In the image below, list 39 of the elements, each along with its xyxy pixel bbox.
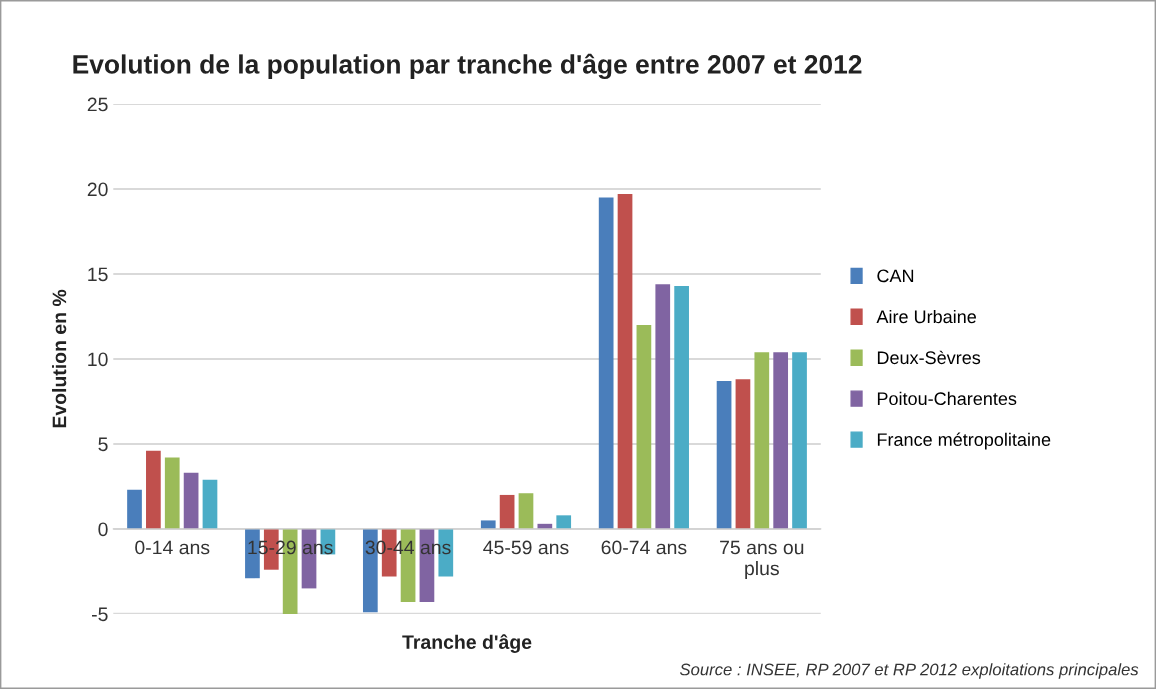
y-tick-label: -5 bbox=[92, 607, 108, 622]
bar bbox=[127, 489, 142, 529]
bar bbox=[499, 494, 515, 529]
y-tick-label: 0 bbox=[98, 522, 108, 537]
bar bbox=[518, 493, 534, 529]
bar bbox=[674, 285, 689, 529]
y-tick-label: 15 bbox=[88, 267, 108, 282]
bar bbox=[773, 352, 789, 529]
bar bbox=[617, 194, 633, 529]
bar bbox=[735, 379, 751, 529]
bar bbox=[792, 352, 807, 529]
bar bbox=[164, 457, 180, 529]
y-tick-label: 5 bbox=[98, 437, 108, 452]
bar bbox=[480, 520, 496, 529]
chart-title: Evolution de la population par tranche d'âge entre 2007 et 2012 bbox=[73, 53, 862, 80]
bar bbox=[146, 450, 161, 529]
y-tick-label: 25 bbox=[87, 97, 108, 112]
bar bbox=[202, 479, 218, 529]
x-tick-label: 75 ans ou plus bbox=[720, 540, 804, 580]
y-tick-label: 10 bbox=[88, 352, 108, 367]
legend-label: Aire Urbaine bbox=[876, 309, 976, 324]
bar bbox=[183, 472, 199, 529]
x-axis-title: Tranche d'âge bbox=[402, 634, 532, 653]
x-tick-label: 45-59 ans bbox=[483, 540, 569, 555]
bar bbox=[556, 515, 572, 529]
x-tick-label: 0-14 ans bbox=[135, 540, 210, 555]
bar bbox=[598, 197, 614, 529]
bar bbox=[636, 324, 652, 529]
bar bbox=[716, 381, 732, 529]
bar bbox=[655, 284, 671, 529]
source-note: Source : INSEE, RP 2007 et RP 2012 exploitations principales bbox=[679, 663, 1139, 679]
y-axis-title: Evolution en % bbox=[52, 289, 67, 428]
y-tick-label: 20 bbox=[87, 182, 108, 197]
x-tick-label: 60-74 ans bbox=[601, 540, 687, 555]
legend-label: Deux-Sèvres bbox=[877, 350, 981, 365]
legend-label: CAN bbox=[877, 269, 914, 283]
legend-label: Poitou-Charentes bbox=[877, 391, 1017, 406]
legend-label: France métropolitaine bbox=[877, 432, 1051, 450]
bar bbox=[754, 352, 770, 529]
